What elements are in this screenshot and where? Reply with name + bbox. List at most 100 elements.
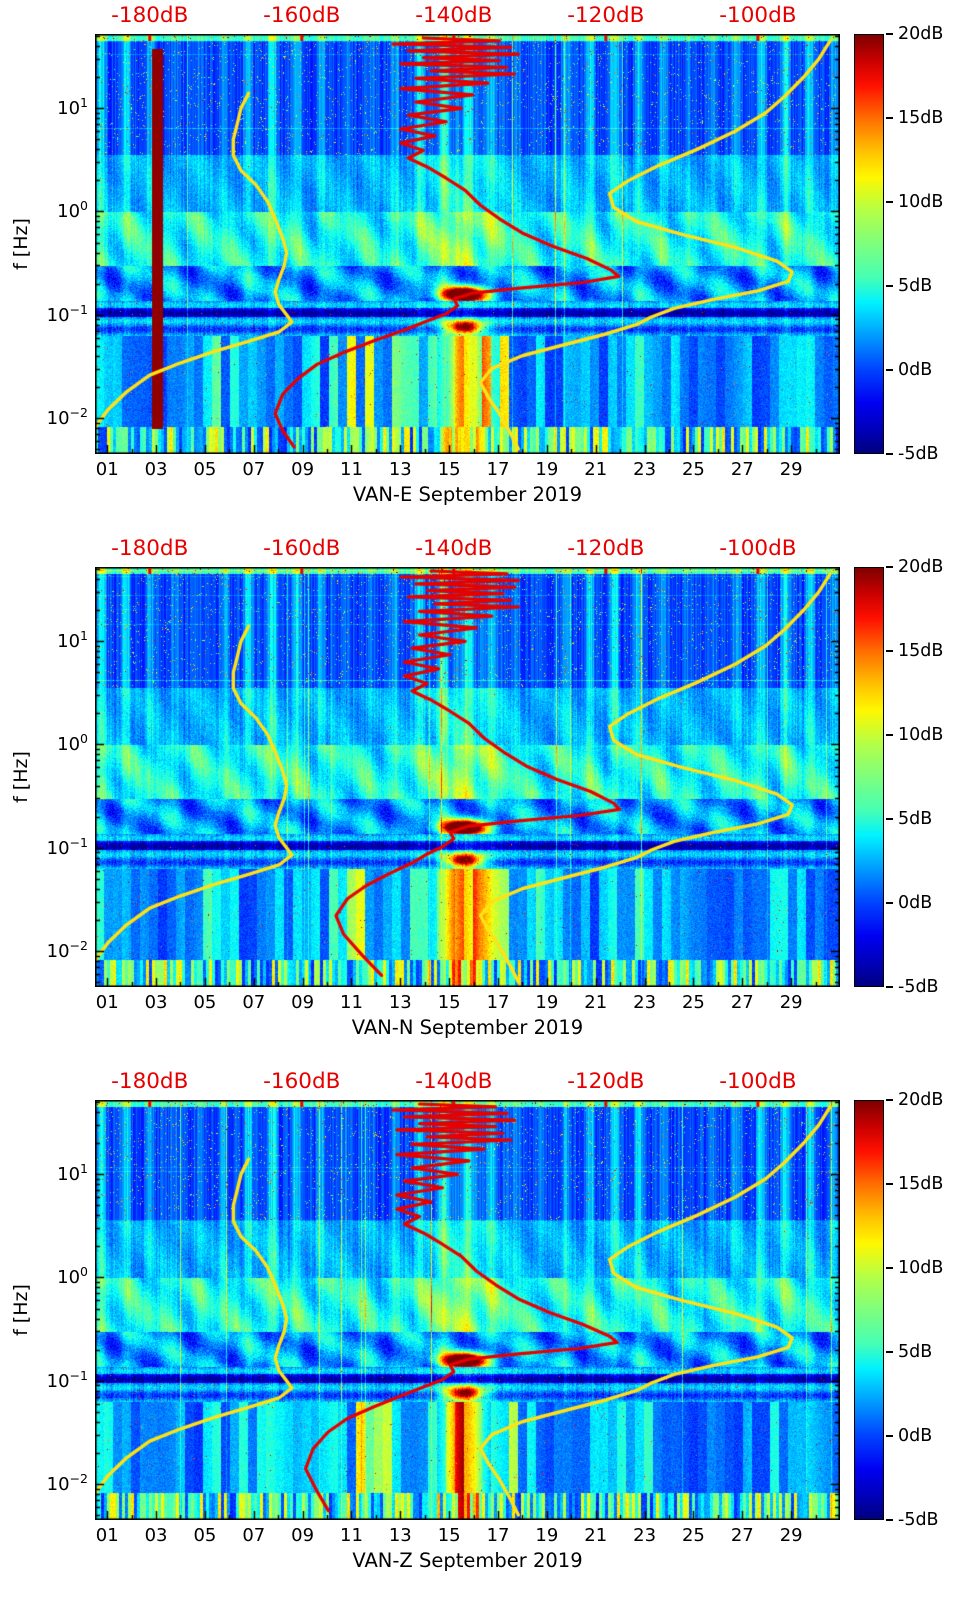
x-tick-label: 13	[388, 459, 412, 480]
panel-van-e: f [Hz] VAN-E September 2019 -180dB -160dB…	[0, 0, 962, 533]
top-db-tick-label: -180dB	[111, 3, 189, 28]
y-tick-exponent: −2	[69, 1470, 88, 1486]
y-tick-exponent: −1	[69, 301, 88, 317]
x-tick-label: 15	[437, 1525, 461, 1546]
top-db-tick-label: -120dB	[567, 536, 645, 561]
panel-van-z: f [Hz] VAN-Z September 2019 -180dB -160dB…	[0, 1066, 962, 1599]
top-db-tick-label: -160dB	[263, 1069, 341, 1094]
y-tick-mantissa: 10	[57, 1267, 81, 1289]
x-tick-label: 05	[193, 459, 217, 480]
colorbar-tick-mark	[886, 117, 893, 119]
colorbar-tick-mark	[886, 1183, 893, 1185]
colorbar-tick-mark	[886, 1351, 893, 1353]
top-db-tick-label: -120dB	[567, 3, 645, 28]
colorbar-tick-label: 5dB	[898, 276, 933, 296]
colorbar-tick-mark	[886, 201, 893, 203]
top-db-tick-label: -140dB	[415, 536, 493, 561]
spectrogram-canvas-van-z	[95, 1100, 840, 1520]
colorbar-tick-label: -5dB	[898, 444, 939, 464]
top-db-tick-label: -100dB	[719, 1069, 797, 1094]
y-tick-label: 100	[57, 198, 88, 222]
y-tick-exponent: −2	[69, 404, 88, 420]
colorbar-tick-mark	[886, 285, 893, 287]
y-tick-label: 100	[57, 731, 88, 755]
x-tick-label: 05	[193, 992, 217, 1013]
y-tick-mantissa: 10	[46, 1473, 70, 1495]
y-tick-exponent: 1	[80, 95, 88, 111]
x-tick-label: 29	[779, 992, 803, 1013]
y-tick-exponent: −2	[69, 937, 88, 953]
colorbar-tick-mark	[886, 1519, 893, 1521]
colorbar-tick-mark	[886, 1267, 893, 1269]
colorbar-tick-mark	[886, 453, 893, 455]
colorbar-tick-label: 20dB	[898, 24, 944, 44]
colorbar-tick-label: 10dB	[898, 192, 944, 212]
x-tick-label: 17	[486, 992, 510, 1013]
y-tick-label: 100	[57, 1264, 88, 1288]
spectrogram-canvas-van-n	[95, 567, 840, 987]
y-tick-exponent: 0	[80, 1264, 88, 1280]
colorbar-gradient-van-z	[854, 1100, 884, 1520]
x-tick-label: 11	[340, 992, 363, 1013]
y-tick-label: 10−1	[47, 1368, 88, 1392]
x-tick-label: 05	[193, 1525, 217, 1546]
top-db-tick-label: -140dB	[415, 1069, 493, 1094]
y-tick-exponent: 0	[80, 198, 88, 214]
x-tick-label: 23	[633, 459, 657, 480]
y-tick-label: 10−2	[47, 405, 88, 429]
x-tick-label: 07	[242, 459, 266, 480]
colorbar-tick-mark	[886, 566, 893, 568]
x-tick-label: 19	[535, 1525, 559, 1546]
y-tick-mantissa: 10	[57, 98, 81, 120]
y-axis-label: f [Hz]	[10, 218, 32, 270]
y-tick-mantissa: 10	[46, 837, 70, 859]
top-db-tick-label: -160dB	[263, 3, 341, 28]
top-db-tick-label: -180dB	[111, 536, 189, 561]
x-axis-title: VAN-E September 2019	[352, 483, 583, 506]
x-tick-label: 13	[388, 992, 412, 1013]
colorbar-tick-label: 0dB	[898, 1426, 933, 1446]
top-db-tick-label: -140dB	[415, 3, 493, 28]
colorbar-tick-mark	[886, 1435, 893, 1437]
x-tick-label: 19	[535, 992, 559, 1013]
colorbar-tick-mark	[886, 33, 893, 35]
colorbar-tick-mark	[886, 986, 893, 988]
y-tick-exponent: −1	[69, 1367, 88, 1383]
colorbar-tick-label: 0dB	[898, 360, 933, 380]
colorbar-gradient-van-e	[854, 34, 884, 454]
top-db-tick-label: -100dB	[719, 536, 797, 561]
y-tick-exponent: 0	[80, 731, 88, 747]
x-tick-label: 03	[144, 1525, 168, 1546]
x-tick-label: 11	[340, 459, 363, 480]
colorbar-tick-label: 10dB	[898, 1258, 944, 1278]
colorbar-tick-label: 15dB	[898, 108, 944, 128]
x-tick-label: 25	[681, 992, 705, 1013]
x-tick-label: 17	[486, 1525, 510, 1546]
x-tick-label: 19	[535, 459, 559, 480]
colorbar-tick-label: 20dB	[898, 557, 944, 577]
top-db-tick-label: -120dB	[567, 1069, 645, 1094]
panel-van-n: f [Hz] VAN-N September 2019 -180dB -160dB…	[0, 533, 962, 1066]
y-tick-label: 10−1	[47, 302, 88, 326]
x-tick-label: 15	[437, 459, 461, 480]
y-tick-label: 10−1	[47, 835, 88, 859]
colorbar-tick-label: 10dB	[898, 725, 944, 745]
colorbar-tick-label: 5dB	[898, 809, 933, 829]
y-axis-label: f [Hz]	[10, 751, 32, 803]
x-tick-label: 09	[291, 459, 315, 480]
x-tick-label: 15	[437, 992, 461, 1013]
x-tick-label: 21	[584, 992, 608, 1013]
x-tick-label: 29	[779, 459, 803, 480]
x-tick-label: 03	[144, 992, 168, 1013]
x-tick-label: 23	[633, 992, 657, 1013]
colorbar-tick-label: 15dB	[898, 1174, 944, 1194]
x-tick-label: 11	[340, 1525, 363, 1546]
x-tick-label: 17	[486, 459, 510, 480]
colorbar-tick-mark	[886, 369, 893, 371]
x-axis-title: VAN-N September 2019	[351, 1016, 584, 1039]
y-axis-label: f [Hz]	[10, 1284, 32, 1336]
x-axis-title: VAN-Z September 2019	[352, 1549, 583, 1572]
x-tick-label: 13	[388, 1525, 412, 1546]
x-tick-label: 27	[730, 1525, 754, 1546]
